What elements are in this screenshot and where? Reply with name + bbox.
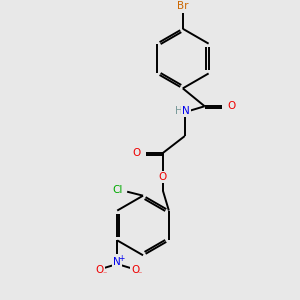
- Text: N: N: [182, 106, 190, 116]
- Text: N: N: [113, 257, 121, 267]
- Text: H: H: [175, 106, 183, 116]
- Text: +: +: [118, 254, 124, 263]
- Text: ⁻: ⁻: [138, 270, 142, 279]
- Text: ⁻: ⁻: [102, 270, 106, 279]
- Text: O: O: [131, 265, 139, 275]
- Text: Br: Br: [177, 1, 188, 11]
- Text: O: O: [132, 148, 140, 158]
- Text: Cl: Cl: [112, 185, 122, 195]
- Text: O: O: [159, 172, 167, 182]
- Text: O: O: [227, 101, 236, 111]
- Text: O: O: [95, 265, 103, 275]
